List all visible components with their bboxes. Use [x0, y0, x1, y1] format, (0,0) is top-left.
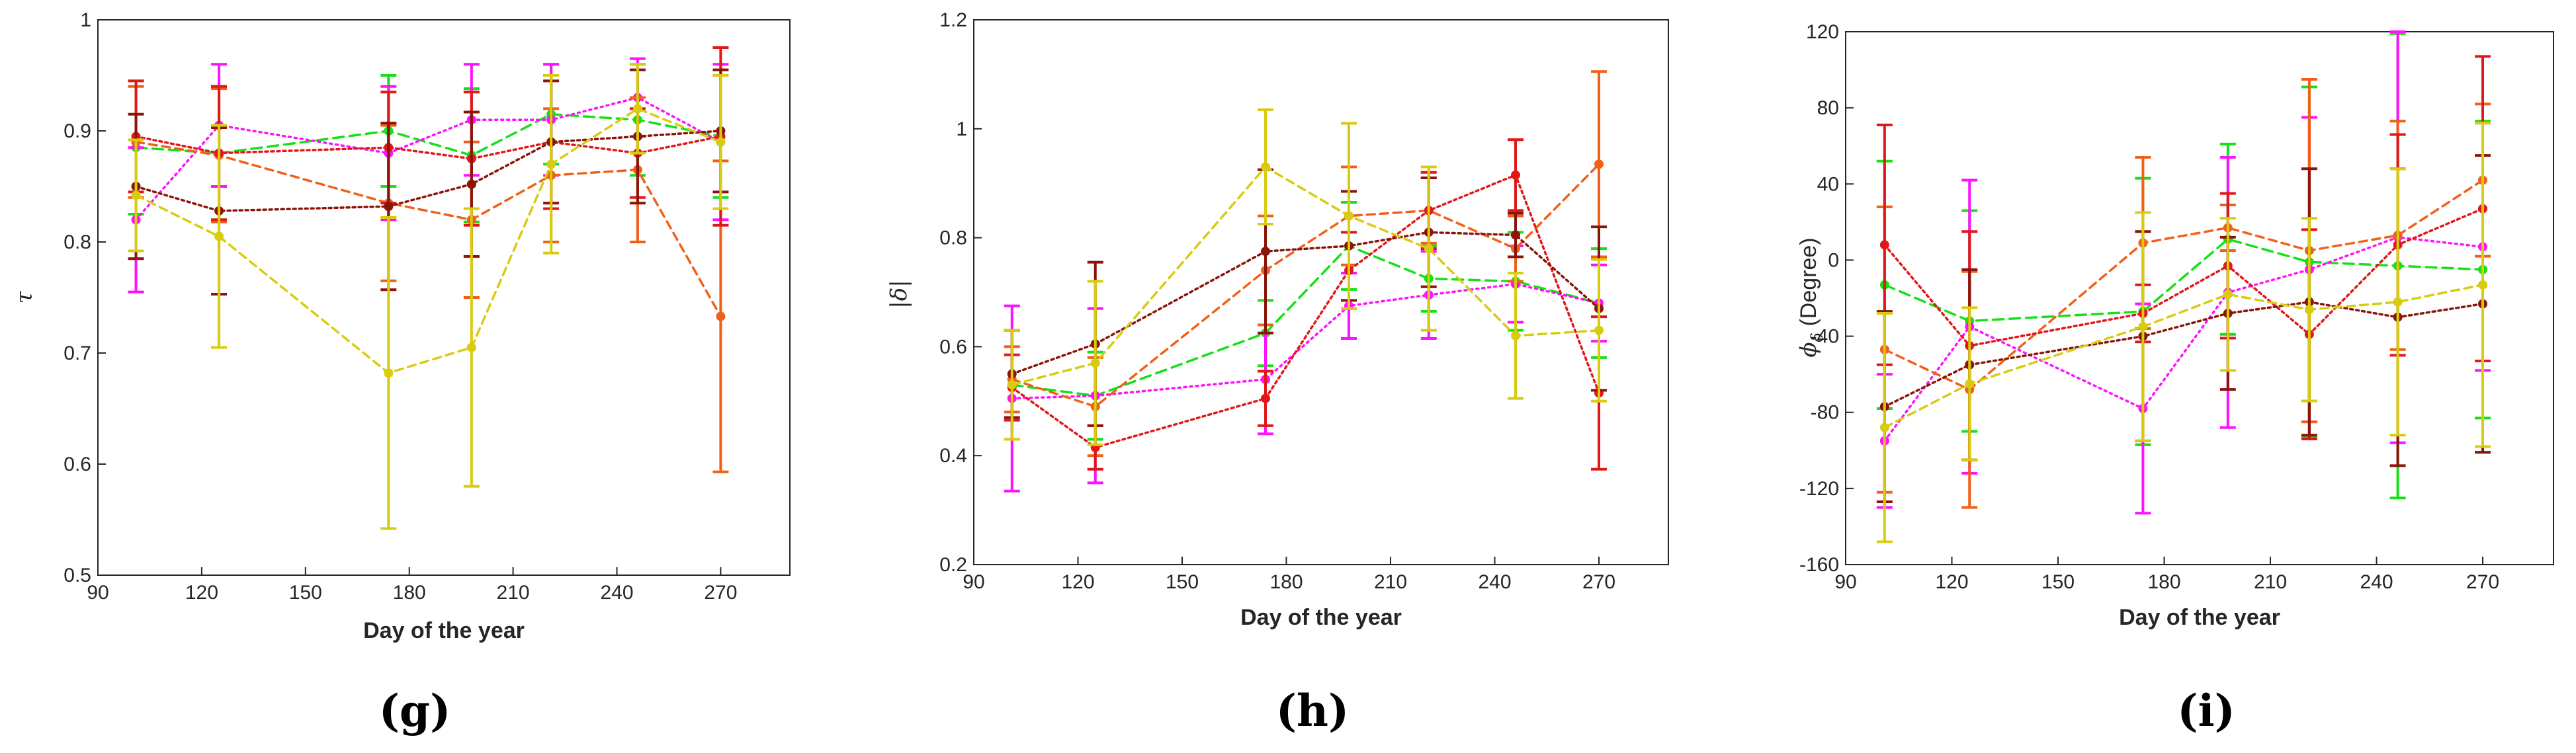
- y-tick-label-i: 40: [1817, 173, 1839, 195]
- data-point: [546, 159, 556, 169]
- axes-ticks-h: 90 120 150 180 210 240 270 0.2 0.4 0.6 0.8 1 1.2: [939, 9, 1615, 593]
- y-tick-label-h: 0.8: [939, 227, 967, 249]
- data-point: [2223, 290, 2233, 299]
- data-point: [466, 179, 476, 189]
- data-point: [2393, 297, 2403, 307]
- series-i-5: [1876, 122, 2491, 543]
- data-point: [384, 368, 394, 378]
- data-point: [1424, 244, 1434, 254]
- x-tick-label-i: 270: [2466, 571, 2499, 593]
- chart-panel-i: 90 120 150 180 210 240 270 -160 -120 -80 -40 0 40 80 1…: [1795, 21, 2554, 736]
- data-point: [716, 137, 726, 147]
- y-tick-label-i: 0: [1828, 249, 1839, 271]
- data-series-g: [128, 46, 729, 530]
- x-tick-label-g: 120: [185, 582, 218, 604]
- data-point: [1879, 422, 1889, 432]
- x-tick-label-h: 270: [1582, 571, 1615, 593]
- data-point: [1511, 230, 1520, 240]
- y-axis-label-i-main: ϕ: [1795, 342, 1822, 357]
- series-h-5: [1004, 108, 1607, 446]
- data-point: [1261, 393, 1270, 403]
- data-point: [1261, 162, 1270, 172]
- x-tick-label-h: 180: [1269, 571, 1303, 593]
- data-point: [1090, 358, 1100, 368]
- y-tick-label-h: 1: [956, 118, 967, 140]
- y-axis-label-i: ϕδ (Degree): [1795, 237, 1826, 357]
- y-tick-label-h: 0.2: [939, 554, 967, 576]
- data-point: [1594, 325, 1604, 335]
- x-tick-label-h: 120: [1061, 571, 1094, 593]
- axes-ticks-i: 90 120 150 180 210 240 270 -160 -120 -80 -40 0 40 80 1…: [1799, 21, 2499, 593]
- y-axis-label-i-sub: δ: [1808, 333, 1826, 342]
- y-tick-label-g: 0.6: [64, 454, 91, 475]
- y-tick-label-g: 0.7: [64, 342, 91, 364]
- x-tick-label-g: 150: [289, 582, 322, 604]
- series-g-5: [128, 63, 729, 530]
- y-tick-label-g: 0.9: [64, 120, 91, 142]
- y-tick-label-i: -160: [1799, 554, 1839, 576]
- y-tick-label-h: 1.2: [939, 9, 967, 31]
- data-point: [1879, 240, 1889, 250]
- x-tick-label-g: 180: [393, 582, 426, 604]
- y-tick-label-i: -40: [1811, 326, 1839, 348]
- y-tick-label-i: -80: [1811, 402, 1839, 424]
- data-point: [716, 311, 726, 321]
- y-tick-label-g: 1: [80, 9, 91, 31]
- y-tick-label-g: 0.8: [64, 231, 91, 253]
- y-tick-label-i: 80: [1817, 97, 1839, 119]
- y-axis-label-h: |δ|: [886, 280, 912, 308]
- x-tick-label-h: 150: [1166, 571, 1199, 593]
- x-tick-label-h: 90: [963, 571, 984, 593]
- y-tick-label-i: 120: [1806, 21, 1839, 43]
- plot-area-h: [973, 19, 1669, 565]
- data-point: [214, 231, 224, 241]
- data-series-i: [1876, 30, 2491, 543]
- x-axis-label-h: Day of the year: [1240, 605, 1402, 630]
- data-point: [632, 104, 642, 114]
- x-tick-label-h: 210: [1374, 571, 1407, 593]
- data-series-h: [1004, 70, 1607, 493]
- x-tick-label-h: 240: [1478, 571, 1511, 593]
- x-tick-label-g: 240: [600, 582, 633, 604]
- chart-panel-h: 90 120 150 180 210 240 270 0.2 0.4 0.6 0.8 1 1.2 Day…: [886, 9, 1669, 736]
- data-point: [2478, 280, 2487, 290]
- x-tick-label-i: 90: [1834, 571, 1856, 593]
- axes-ticks-g: 90 120 150 180 210 240 270 0.5 0.6 0.7 0.8 0.9 1: [64, 9, 737, 604]
- data-point: [1261, 247, 1270, 257]
- panel-label-i: (i): [2177, 685, 2235, 736]
- data-point: [1594, 159, 1604, 169]
- x-tick-label-g: 210: [497, 582, 530, 604]
- panel-label-g: (g): [379, 685, 451, 736]
- data-point: [1511, 331, 1520, 340]
- y-axis-label-i-rest: (Degree): [1796, 237, 1821, 333]
- x-tick-label-i: 180: [2147, 571, 2180, 593]
- data-point: [1965, 379, 1975, 389]
- data-point: [2138, 322, 2148, 332]
- x-tick-label-i: 210: [2254, 571, 2287, 593]
- data-point: [1344, 211, 1353, 221]
- data-point: [466, 342, 476, 352]
- data-point: [1007, 380, 1017, 390]
- y-axis-label-g: τ: [11, 290, 38, 303]
- y-tick-label-h: 0.6: [939, 336, 967, 358]
- x-axis-label-i: Day of the year: [2119, 605, 2280, 630]
- chart-panel-g: 90 120 150 180 210 240 270 0.5 0.6 0.7 0.8 0.9 1 Day…: [11, 9, 791, 736]
- panel-label-h: (h): [1276, 685, 1349, 736]
- data-point: [131, 190, 141, 200]
- data-point: [2304, 305, 2314, 315]
- x-tick-label-i: 120: [1935, 571, 1968, 593]
- plot-area-i: [1845, 31, 2554, 565]
- data-point: [1511, 170, 1520, 180]
- x-tick-label-g: 270: [704, 582, 737, 604]
- x-axis-label-g: Day of the year: [363, 618, 525, 643]
- y-tick-label-h: 0.4: [939, 445, 967, 467]
- x-tick-label-i: 150: [2041, 571, 2075, 593]
- y-tick-label-g: 0.5: [64, 565, 91, 586]
- x-tick-label-i: 240: [2360, 571, 2393, 593]
- plot-area-g: [97, 19, 791, 576]
- data-point: [384, 202, 394, 212]
- y-tick-label-i: -120: [1799, 478, 1839, 500]
- x-tick-label-g: 90: [87, 582, 108, 604]
